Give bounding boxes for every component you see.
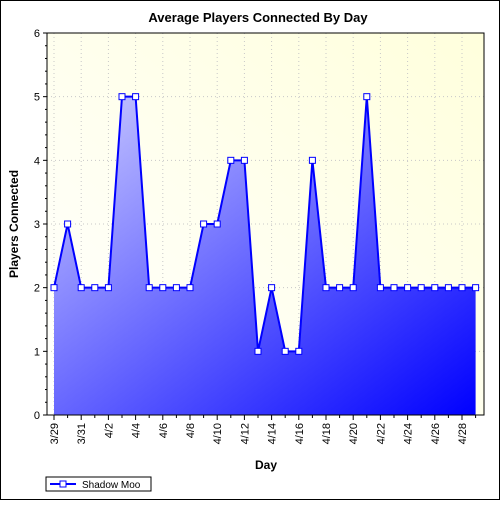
x-tick-label: 4/8 [185, 423, 197, 438]
x-axis-title: Day [255, 458, 277, 472]
legend: Shadow Moo [45, 476, 152, 492]
data-point [376, 284, 384, 292]
data-point [132, 93, 140, 101]
data-point [227, 156, 235, 164]
data-point [159, 284, 167, 292]
data-point [404, 284, 412, 292]
y-tick-label: 6 [34, 28, 40, 40]
data-point [50, 284, 58, 292]
data-point [431, 284, 439, 292]
data-point [417, 284, 425, 292]
data-point [240, 156, 248, 164]
data-point [308, 156, 316, 164]
x-tick-label: 4/26 [430, 423, 442, 444]
data-point [77, 284, 85, 292]
y-tick-label: 3 [34, 219, 40, 231]
x-tick-label: 4/24 [403, 423, 415, 444]
data-point [145, 284, 153, 292]
data-point [281, 347, 289, 355]
x-tick-label: 4/18 [321, 423, 333, 444]
y-tick-label: 2 [34, 283, 40, 295]
legend-label: Shadow Moo [82, 480, 141, 491]
y-tick-label: 1 [34, 346, 40, 358]
data-point [390, 284, 398, 292]
x-tick-label: 4/4 [131, 423, 143, 438]
data-point [104, 284, 112, 292]
x-tick-label: 4/20 [348, 423, 360, 444]
y-tick-label: 4 [34, 155, 40, 167]
x-tick-label: 3/29 [49, 423, 61, 444]
x-tick-label: 4/16 [294, 423, 306, 444]
data-point [472, 284, 480, 292]
data-point [172, 284, 180, 292]
data-point [64, 220, 72, 228]
series-area-fill [54, 96, 476, 416]
series-markers [50, 93, 480, 355]
x-tick-label: 4/2 [103, 423, 115, 438]
x-tick-label: 3/31 [76, 423, 88, 444]
data-point [200, 220, 208, 228]
x-tick-label: 4/10 [212, 423, 224, 444]
y-tick-label: 0 [34, 410, 40, 422]
data-point [444, 284, 452, 292]
data-point [268, 284, 276, 292]
data-point [336, 284, 344, 292]
x-tick-label: 4/6 [158, 423, 170, 438]
data-point [186, 284, 194, 292]
data-point [254, 347, 262, 355]
data-point [349, 284, 357, 292]
data-point [295, 347, 303, 355]
y-tick-label: 5 [34, 92, 40, 104]
legend-box [45, 476, 152, 492]
data-point [458, 284, 466, 292]
data-point [363, 93, 371, 101]
data-point [322, 284, 330, 292]
x-tick-label: 4/22 [375, 423, 387, 444]
x-tick-label: 4/12 [239, 423, 251, 444]
x-tick-label: 4/14 [267, 423, 279, 444]
data-point [91, 284, 99, 292]
legend-swatch-marker [59, 480, 67, 488]
chart-title: Average Players Connected By Day [148, 10, 368, 25]
y-axis-title: Players Connected [7, 170, 21, 278]
x-tick-label: 4/28 [457, 423, 469, 444]
data-point [118, 93, 126, 101]
axes: 0 1 2 3 4 5 6 3/29 3/31 4/2 4/4 4/6 4/8 4/10 4/12 4/14 4… [34, 28, 477, 444]
data-point [213, 220, 221, 228]
